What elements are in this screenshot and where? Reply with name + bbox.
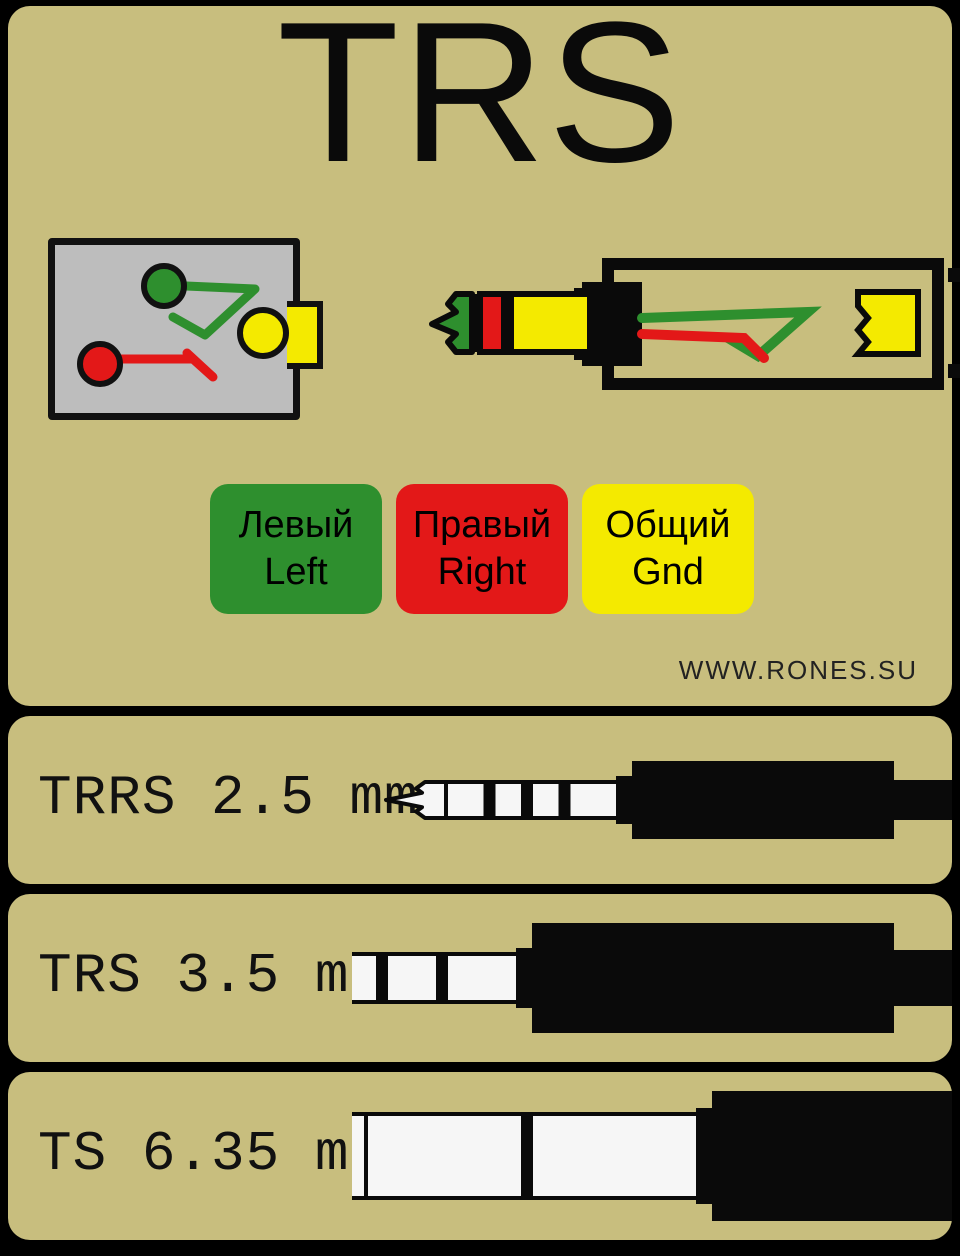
row-label: TS 6.35 mm <box>38 1122 384 1186</box>
jack-trs-icon <box>352 894 952 1062</box>
legend: Левый Left Правый Right Общий Gnd <box>210 484 754 614</box>
legend-label: Общий <box>605 502 730 550</box>
schematic-dot-red <box>77 341 123 387</box>
legend-label: Right <box>438 549 527 597</box>
schematic-dot-green <box>141 263 187 309</box>
legend-label: Левый <box>239 502 354 550</box>
url-text: WWW.RONES.SU <box>679 655 918 686</box>
legend-label: Правый <box>413 502 551 550</box>
title: TRS <box>8 0 952 208</box>
top-panel: TRS <box>8 6 952 706</box>
row-trrs: TRRS 2.5 mm <box>8 716 952 884</box>
legend-label: Gnd <box>632 549 704 597</box>
row-trs: TRS 3.5 mm <box>8 894 952 1062</box>
legend-gnd: Общий Gnd <box>582 484 754 614</box>
row-label: TRS 3.5 mm <box>38 944 384 1008</box>
schematic-box <box>48 238 300 420</box>
schematic-dot-yellow <box>237 307 289 359</box>
legend-left: Левый Left <box>210 484 382 614</box>
row-ts: TS 6.35 mm <box>8 1072 952 1240</box>
legend-right: Правый Right <box>396 484 568 614</box>
jack-cutaway-icon <box>428 238 960 408</box>
page: TRS <box>0 0 960 1256</box>
jack-ts-icon <box>352 1072 952 1240</box>
legend-label: Left <box>264 549 327 597</box>
jack-trrs-icon <box>352 716 952 884</box>
